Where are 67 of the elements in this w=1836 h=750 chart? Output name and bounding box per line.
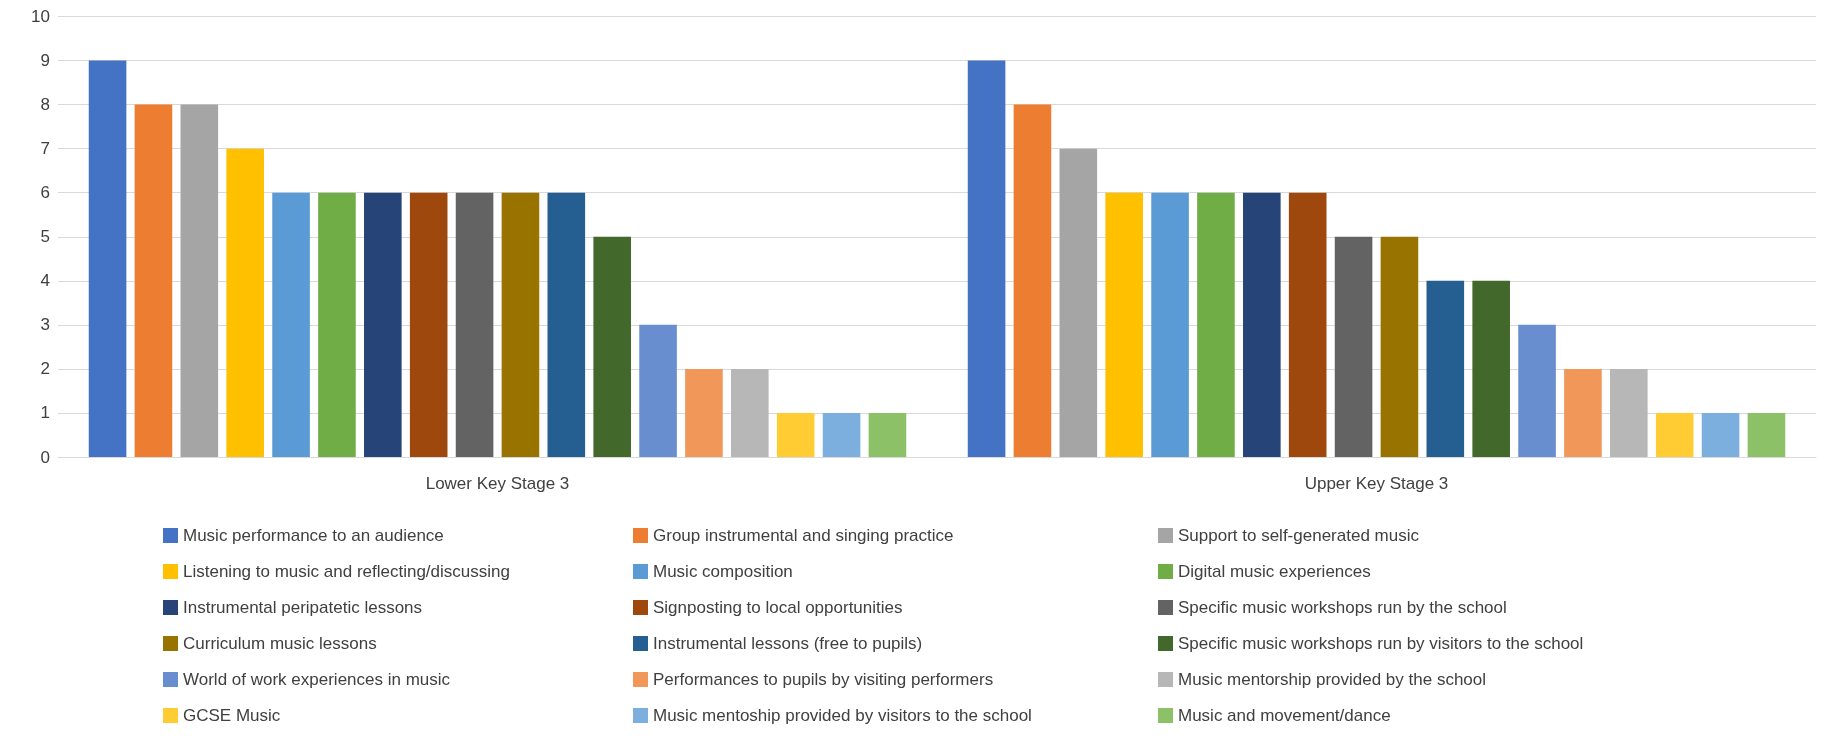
bar — [967, 60, 1006, 457]
legend-label: Listening to music and reflecting/discussing — [183, 562, 510, 581]
bar — [226, 148, 264, 457]
bar — [1655, 412, 1694, 457]
bar — [1518, 324, 1556, 457]
bar — [134, 104, 173, 457]
bar — [593, 236, 631, 457]
x-tick-label: Lower Key Stage 3 — [425, 474, 570, 493]
legend-label: Group instrumental and singing practice — [653, 526, 954, 545]
legend-label: GCSE Music — [183, 706, 281, 725]
y-tick-label: 4 — [40, 271, 50, 291]
legend-label: Support to self-generated music — [1178, 526, 1420, 545]
y-tick-label: 8 — [40, 95, 50, 115]
legend-label: Music and movement/dance — [1178, 706, 1391, 725]
legend-label: Instrumental peripatetic lessons — [183, 598, 423, 617]
bar — [1564, 368, 1602, 457]
legend-label: Specific music workshops run by visitors to the school — [1178, 634, 1584, 653]
bar — [1197, 192, 1235, 457]
bar — [1288, 192, 1327, 457]
bar — [1747, 412, 1786, 457]
bar — [455, 192, 494, 457]
y-tick-label: 5 — [40, 227, 50, 247]
bar — [1380, 236, 1419, 457]
bar — [731, 368, 769, 457]
bar — [1243, 192, 1281, 457]
bar — [776, 412, 815, 457]
bar — [409, 192, 448, 457]
legend-label: Music performance to an audience — [183, 526, 444, 545]
legend-label: Music composition — [653, 562, 793, 581]
y-tick-label: 0 — [40, 447, 50, 467]
bar — [1059, 148, 1098, 457]
x-tick-label: Upper Key Stage 3 — [1304, 474, 1449, 493]
bar — [1105, 192, 1143, 457]
bar — [88, 60, 127, 457]
legend-label: Signposting to local opportunities — [653, 598, 903, 617]
y-tick-label: 9 — [40, 51, 50, 71]
legend-label: World of work experiences in music — [183, 670, 451, 689]
y-tick-label: 6 — [40, 183, 50, 203]
bar — [1701, 412, 1740, 457]
y-tick-label: 10 — [31, 7, 50, 26]
legend-label: Instrumental lessons (free to pupils) — [653, 634, 923, 653]
legend-label: Curriculum music lessons — [183, 634, 377, 653]
y-tick-label: 2 — [40, 359, 50, 379]
bar — [822, 412, 861, 457]
bar — [1013, 104, 1052, 457]
legend-label: Music mentoship provided by visitors to the school — [653, 706, 1032, 725]
bar — [1472, 280, 1510, 457]
bar — [364, 192, 402, 457]
bar — [547, 192, 586, 457]
bar — [318, 192, 356, 457]
y-tick-label: 3 — [40, 315, 50, 335]
bar — [272, 192, 310, 457]
y-tick-label: 1 — [40, 403, 50, 423]
bar — [501, 192, 540, 457]
bar — [685, 368, 723, 457]
legend-label: Music mentorship provided by the school — [1178, 670, 1487, 689]
bar — [180, 104, 219, 457]
bar — [1426, 280, 1465, 457]
bar — [1151, 192, 1189, 457]
legend-label: Performances to pupils by visiting performers — [653, 670, 994, 689]
bar — [1610, 368, 1648, 457]
legend-label: Specific music workshops run by the school — [1178, 598, 1507, 617]
y-tick-label: 7 — [40, 139, 50, 159]
legend-label: Digital music experiences — [1178, 562, 1371, 581]
bar — [868, 412, 907, 457]
bar — [639, 324, 677, 457]
bar — [1334, 236, 1373, 457]
